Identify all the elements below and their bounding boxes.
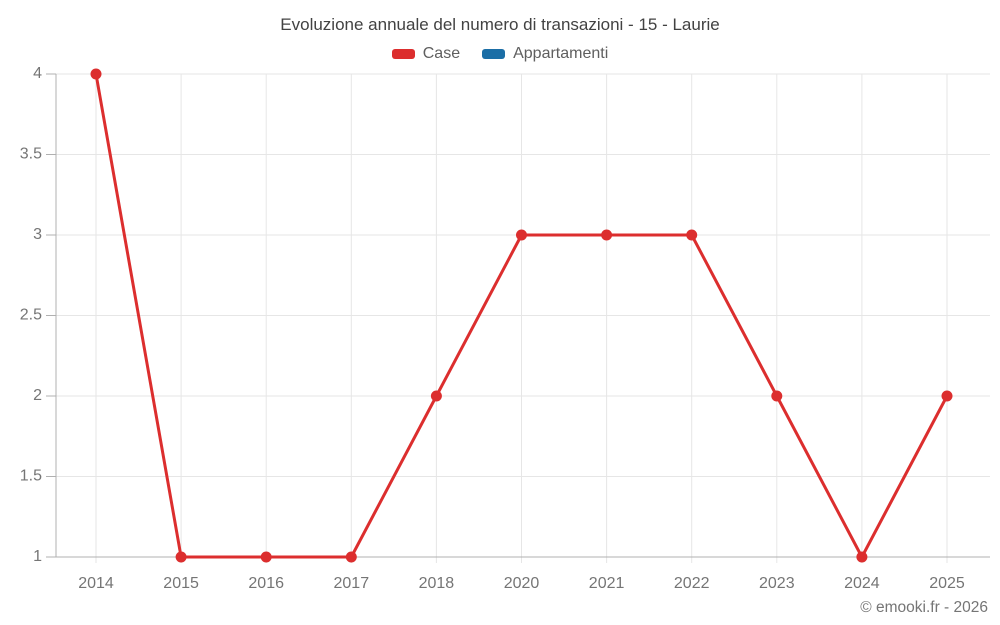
chart-title: Evoluzione annuale del numero di transaz… xyxy=(280,15,720,34)
data-point-case-2020[interactable] xyxy=(516,229,527,241)
legend-item-appartamenti[interactable]: Appartamenti xyxy=(482,45,608,63)
y-axis-label: 2.5 xyxy=(20,307,42,324)
x-axis-label: 2024 xyxy=(844,575,880,592)
x-axis-label: 2025 xyxy=(929,575,965,592)
data-point-case-2017[interactable] xyxy=(345,551,357,563)
x-axis-label: 2018 xyxy=(419,575,455,592)
y-axis-label: 3 xyxy=(33,226,42,243)
legend-label-case: Case xyxy=(422,45,461,62)
data-point-case-2022[interactable] xyxy=(686,229,698,241)
data-point-case-2025[interactable] xyxy=(941,390,953,402)
x-axis-label: 2023 xyxy=(759,575,795,592)
legend-label-appartamenti: Appartamenti xyxy=(513,45,609,62)
data-point-case-2024[interactable] xyxy=(856,551,868,563)
chart-legend: Case Appartamenti xyxy=(0,45,1000,63)
legend-swatch-appartamenti-icon xyxy=(482,49,506,59)
data-point-case-2021[interactable] xyxy=(601,229,613,241)
y-axis-label: 2 xyxy=(33,387,42,404)
x-axis-label: 2014 xyxy=(78,575,114,592)
y-axis-label: 1 xyxy=(33,548,42,565)
x-axis-label: 2016 xyxy=(248,575,284,592)
legend-item-case[interactable]: Case xyxy=(391,45,461,63)
y-axis-label: 4 xyxy=(33,65,42,82)
x-axis-label: 2015 xyxy=(163,575,199,592)
legend-swatch-case-icon xyxy=(391,49,415,59)
y-axis-label: 3.5 xyxy=(20,146,42,163)
x-axis-label: 2021 xyxy=(589,575,625,592)
data-point-case-2014[interactable] xyxy=(90,68,102,80)
data-point-case-2016[interactable] xyxy=(260,551,272,563)
data-point-case-2018[interactable] xyxy=(430,390,442,402)
x-axis-label: 2017 xyxy=(334,575,370,592)
x-axis-label: 2020 xyxy=(504,575,540,592)
y-axis-label: 1.5 xyxy=(20,468,42,485)
copyright-credit[interactable]: © emooki.fr - 2026 xyxy=(860,599,988,616)
data-point-case-2015[interactable] xyxy=(175,551,187,563)
x-axis-label: 2022 xyxy=(674,575,710,592)
data-point-case-2023[interactable] xyxy=(771,390,783,402)
